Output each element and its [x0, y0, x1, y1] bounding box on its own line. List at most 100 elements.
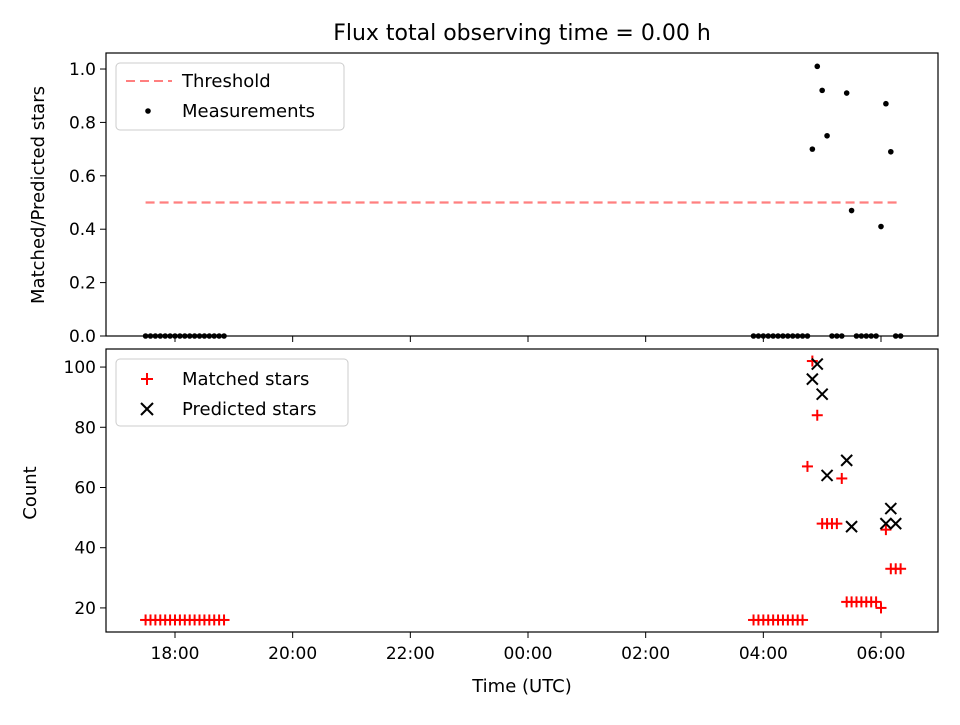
- predicted-star-point: [806, 372, 819, 386]
- measurement-point: [177, 333, 183, 339]
- matched-star-point: [836, 472, 848, 484]
- measurement-point: [863, 333, 870, 339]
- measurement-point: [770, 333, 776, 339]
- y-tick-label: 0.6: [69, 167, 96, 187]
- legend-threshold-label: Threshold: [181, 71, 271, 92]
- measurement-point: [794, 333, 801, 339]
- predicted-star-point: [845, 520, 858, 533]
- top-y-axis-label: Matched/Predicted stars: [28, 86, 49, 304]
- measurement-point: [829, 333, 835, 339]
- predicted-star-point: [815, 387, 829, 401]
- measurement-point: [147, 333, 154, 339]
- measurement-point: [799, 333, 806, 339]
- y-tick-label: 1.0: [69, 60, 96, 80]
- y-tick-label: 100: [64, 358, 96, 378]
- measurement-point: [897, 333, 904, 339]
- bottom-legend: Matched stars Predicted stars: [115, 358, 349, 427]
- predicted-star-point: [879, 517, 893, 530]
- measurement-point: [780, 333, 786, 339]
- measurement-point: [142, 333, 149, 339]
- measurement-point: [853, 333, 860, 339]
- x-tick-label: 06:00: [857, 644, 906, 664]
- measurement-point: [858, 333, 865, 339]
- measurement-point: [838, 333, 845, 339]
- measurement-point: [785, 333, 791, 339]
- matched-star-point: [831, 518, 843, 530]
- measurement-point: [211, 333, 218, 339]
- measurement-point: [883, 100, 889, 107]
- measurement-point: [152, 333, 159, 339]
- measurement-point: [819, 87, 825, 94]
- chart-title: Flux total observing time = 0.00 h: [333, 21, 711, 46]
- measurement-point: [834, 333, 840, 339]
- measurement-point: [196, 333, 203, 339]
- legend-measurements-swatch: [145, 108, 151, 114]
- y-tick-label: 0.0: [69, 327, 96, 347]
- matched-star-point: [806, 355, 818, 367]
- measurement-point: [206, 333, 213, 339]
- top-plot-frame: [105, 52, 939, 337]
- matched-star-point: [218, 614, 230, 626]
- legend-predicted-label: Predicted stars: [182, 399, 316, 420]
- matched-star-point: [801, 460, 813, 472]
- measurement-point: [201, 333, 208, 339]
- legend-matched-label: Matched stars: [182, 369, 309, 390]
- predicted-star-point: [889, 517, 902, 530]
- predicted-star-point: [840, 454, 853, 467]
- matched-star-point: [895, 563, 907, 575]
- measurement-point: [878, 223, 884, 230]
- measurement-point: [848, 207, 855, 214]
- x-tick-label: 18:00: [151, 644, 200, 664]
- y-tick-label: 20: [74, 599, 96, 619]
- bottom-y-axis-label: Count: [20, 466, 41, 519]
- bottom-plot-frame: [105, 348, 939, 633]
- measurement-point: [221, 333, 227, 339]
- predicted-star-point: [820, 469, 834, 482]
- y-tick-label: 0.2: [69, 274, 96, 294]
- top-legend: Threshold Measurements: [115, 62, 345, 131]
- measurement-point: [182, 333, 188, 339]
- matched-star-point: [870, 596, 882, 608]
- x-tick-label: 22:00: [386, 644, 435, 664]
- matched-star-point: [797, 614, 809, 626]
- y-tick-label: 40: [74, 539, 96, 559]
- measurement-point: [804, 333, 811, 339]
- measurement-point: [167, 333, 173, 339]
- measurement-point: [888, 148, 894, 155]
- measurement-point: [191, 333, 198, 339]
- measurement-point: [186, 333, 193, 339]
- measurement-point: [162, 333, 168, 339]
- top-plot: Matched/Predicted stars 0.0 0.2 0.4 0.6 0.8 1…: [28, 52, 939, 347]
- y-tick-label: 80: [74, 418, 96, 438]
- measurement-point: [216, 333, 222, 339]
- measurement-point: [765, 333, 772, 339]
- measurement-point: [775, 333, 781, 339]
- x-tick-label: 04:00: [739, 644, 788, 664]
- matched-star-point: [811, 409, 823, 421]
- measurement-point: [824, 132, 830, 139]
- x-axis-label: Time (UTC): [471, 676, 572, 697]
- measurement-point: [789, 333, 796, 339]
- y-tick-label: 0.4: [69, 220, 96, 240]
- matched-star-point: [880, 524, 892, 536]
- legend-measurements-label: Measurements: [182, 101, 315, 122]
- x-tick-label: 02:00: [621, 644, 670, 664]
- measurement-point: [755, 333, 762, 339]
- predicted-star-point: [884, 502, 898, 515]
- legend-matched-swatch: [141, 373, 153, 385]
- measurement-point: [809, 146, 816, 152]
- legend-predicted-swatch: [140, 402, 154, 416]
- measurement-point: [868, 333, 874, 339]
- matched-star-point: [875, 602, 887, 614]
- x-tick-label: 00:00: [504, 644, 553, 664]
- x-tick-label: 20:00: [268, 644, 317, 664]
- measurement-point: [814, 63, 821, 70]
- measurement-point: [892, 333, 899, 339]
- measurement-point: [157, 333, 164, 339]
- measurement-point: [873, 333, 879, 339]
- y-tick-label: 60: [74, 478, 96, 498]
- measurement-point: [750, 333, 757, 339]
- measurement-point: [843, 90, 850, 96]
- predicted-star-point: [811, 357, 824, 371]
